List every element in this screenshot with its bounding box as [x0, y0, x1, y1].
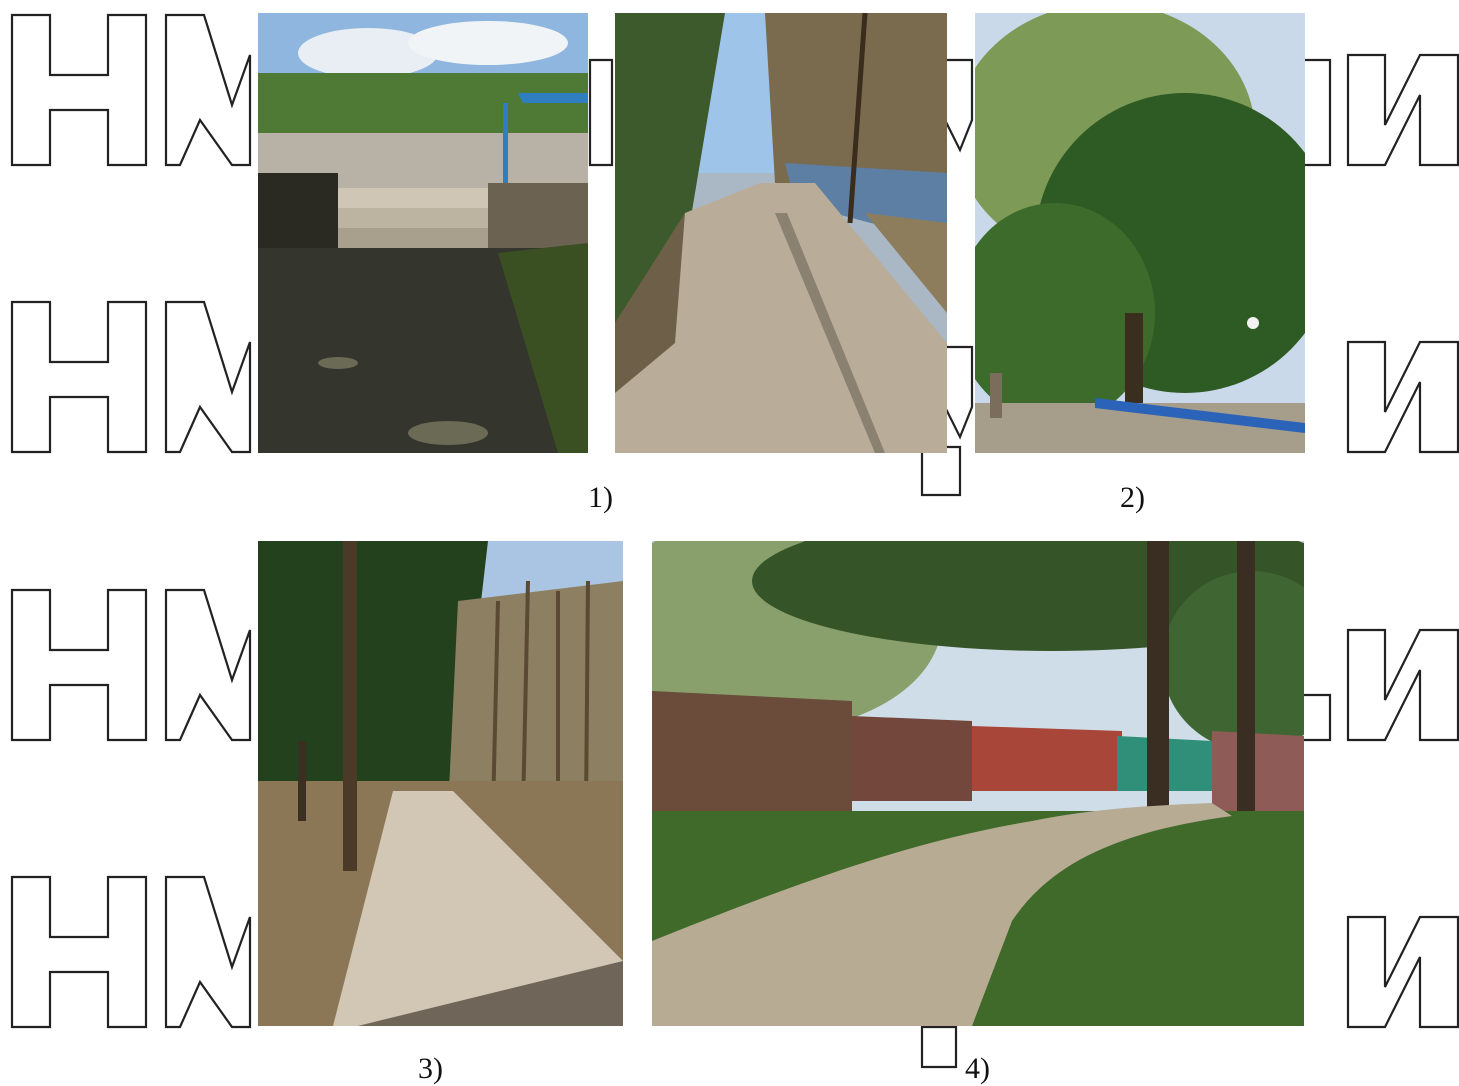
watermark-row [10, 13, 1459, 167]
watermark-row [10, 875, 1459, 1069]
watermark-row [10, 588, 1459, 742]
stone-steps-photo [258, 13, 588, 453]
figure-caption-2: 2) [1120, 481, 1145, 514]
dirt-road-garages-photo [652, 541, 1304, 1026]
figure-caption-1: 1) [588, 481, 613, 514]
figure-caption-3: 3) [418, 1052, 443, 1085]
paved-alley-photo [615, 13, 947, 453]
green-trees-photo [975, 13, 1305, 453]
figure-caption-4: 4) [965, 1052, 990, 1085]
forest-path-photo [258, 541, 623, 1026]
